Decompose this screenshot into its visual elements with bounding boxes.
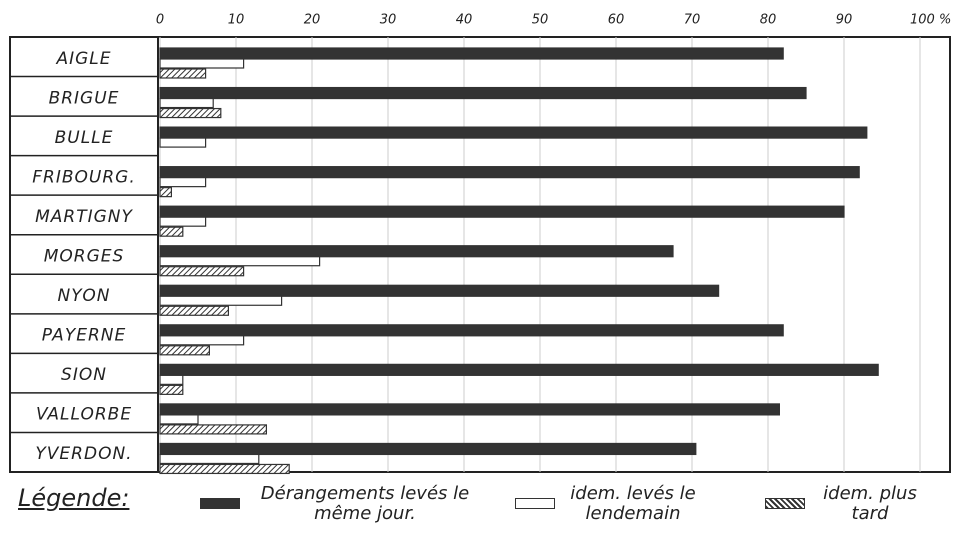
category-label: SION: [61, 365, 107, 385]
legend-title: Légende:: [18, 484, 130, 512]
x-tick-label: 70: [684, 13, 701, 28]
x-tick-label: 50: [532, 13, 549, 28]
bar: [159, 363, 879, 376]
bar: [159, 442, 697, 456]
category-label: FRIBOURG.: [32, 167, 135, 187]
bar: [159, 403, 781, 416]
bar: [159, 107, 222, 119]
x-tick-label: 20: [304, 13, 321, 28]
legend-label: idem. levés le lendemain: [570, 483, 696, 524]
category-label: BULLE: [55, 128, 114, 148]
bar: [159, 284, 720, 297]
x-tick-label: 40: [456, 13, 473, 28]
x-tick-label: 0: [156, 13, 164, 28]
bar: [159, 335, 245, 346]
bar: [159, 245, 674, 258]
bar: [159, 166, 860, 179]
bar: [159, 295, 283, 306]
category-label: VALLORBE: [36, 405, 132, 425]
x-tick-label: 100 %: [910, 13, 951, 28]
bar: [159, 345, 211, 356]
bar: [159, 384, 184, 395]
category-label: YVERDON.: [35, 444, 132, 464]
category-label: MARTIGNY: [35, 207, 133, 227]
bar: [159, 177, 207, 188]
bar: [159, 414, 199, 425]
bar: [159, 86, 807, 100]
legend-label: idem. plus tard: [823, 483, 917, 524]
bar: [159, 137, 207, 148]
legend-swatch: [515, 498, 555, 509]
bar: [159, 266, 245, 277]
category-label: MORGES: [44, 247, 125, 267]
x-tick-label: 30: [380, 13, 397, 28]
legend-label: Dérangements levés le même jour.: [260, 483, 470, 524]
category-label: NYON: [58, 286, 111, 306]
bar: [159, 187, 172, 198]
bar: [159, 463, 290, 475]
bar: [159, 126, 868, 139]
bar: [159, 226, 184, 237]
chart: 0 10 20 30 40 50 60 70 80 90 100 % AIGLE BRIGUE BULLE…: [9, 13, 951, 475]
bar: [159, 216, 207, 227]
bar: [159, 453, 260, 465]
category-label: PAYERNE: [42, 326, 126, 346]
bar: [159, 68, 207, 79]
x-tick-label: 60: [608, 13, 625, 28]
plot-frame: [9, 36, 951, 473]
bar: [159, 324, 784, 337]
bar: [159, 424, 268, 435]
x-tick-label: 80: [760, 13, 777, 28]
bar: [159, 305, 230, 316]
category-label: AIGLE: [55, 49, 111, 69]
bar: [159, 374, 184, 385]
legend-swatch: [200, 498, 240, 509]
x-tick-label: 90: [836, 13, 853, 28]
bar: [159, 47, 784, 60]
bar: [159, 256, 321, 267]
bar: [159, 58, 245, 69]
bar: [159, 205, 845, 218]
legend-swatch: [765, 498, 805, 509]
x-tick-label: 10: [228, 13, 245, 28]
bar: [159, 97, 214, 109]
category-label: BRIGUE: [49, 88, 120, 108]
